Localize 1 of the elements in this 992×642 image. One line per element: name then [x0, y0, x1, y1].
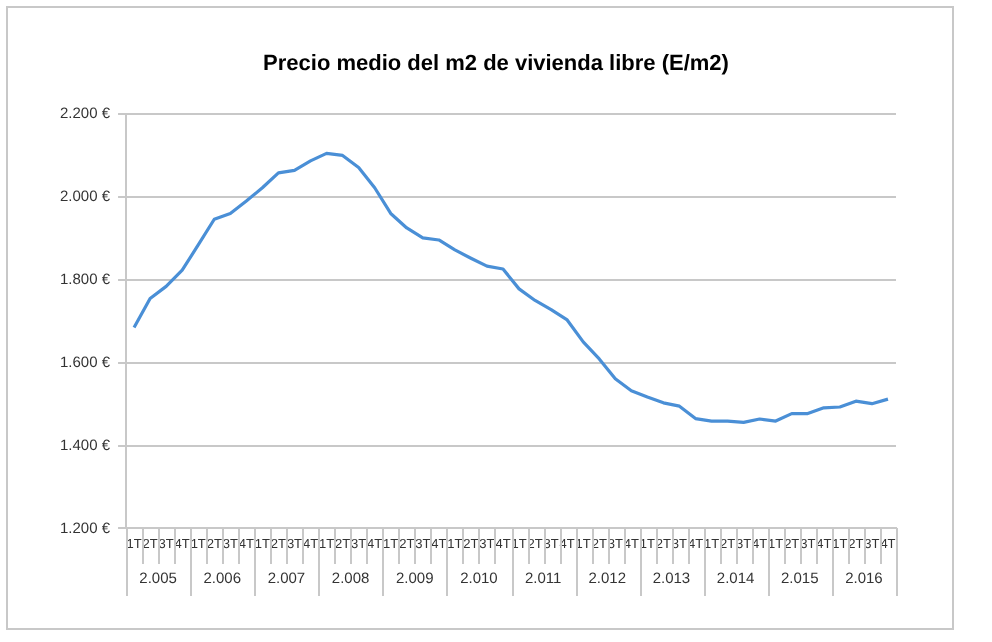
chart-title: Precio medio del m2 de vivienda libre (E/m2) [261, 52, 731, 76]
